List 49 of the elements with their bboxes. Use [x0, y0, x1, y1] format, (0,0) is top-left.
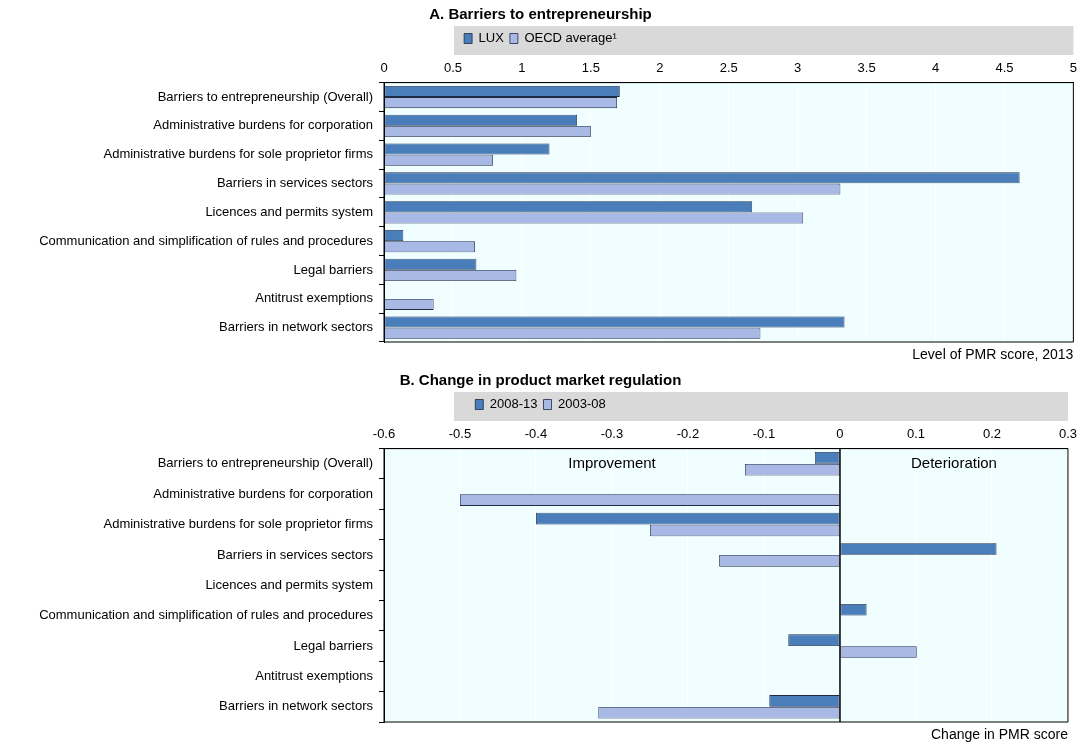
x-tick-label: 4.5 — [995, 60, 1014, 76]
x-tick-label: 3 — [794, 60, 802, 76]
x-tick-label: 0.2 — [982, 426, 1002, 442]
x-axis-title: Level of PMR score, 2013 — [912, 345, 1074, 362]
y-tick-label: Barriers in network sectors — [219, 319, 374, 335]
x-tick-label: 0.5 — [443, 60, 462, 76]
legend-label: 2003-08 — [558, 396, 606, 412]
x-tick-label: 0.1 — [906, 426, 926, 442]
y-tick-label: Administrative burdens for sole proprietor firms — [103, 146, 374, 162]
y-tick-label: Antitrust exemptions — [255, 290, 374, 306]
x-tick-label: -0.5 — [448, 426, 472, 442]
x-tick-label: 1.5 — [581, 60, 600, 76]
x-tick-label: 4 — [931, 60, 940, 76]
x-tick-label: -0.2 — [676, 426, 700, 442]
legend-label: LUX — [478, 30, 505, 46]
y-tick-label: Legal barriers — [293, 261, 374, 277]
annotation: Improvement — [568, 454, 657, 472]
y-tick-label: Licences and permits system — [205, 576, 373, 592]
y-tick-label: Communication and simplification of rules and procedures — [39, 232, 374, 248]
y-tick-label: Administrative burdens for corporation — [153, 485, 373, 501]
legend-label: OECD average¹ — [524, 30, 618, 46]
y-tick-label: Barriers in services sectors — [216, 546, 374, 562]
x-tick-label: 1 — [518, 60, 526, 76]
x-tick-label: 3.5 — [857, 60, 876, 76]
y-tick-label: Barriers to entrepreneurship (Overall) — [157, 88, 373, 104]
x-tick-label: 2.5 — [719, 60, 738, 76]
y-tick-label: Licences and permits system — [205, 203, 373, 219]
chart-title: B. Change in product market regulation — [399, 371, 682, 389]
y-tick-label: Antitrust exemptions — [255, 668, 374, 684]
y-tick-label: Barriers in network sectors — [219, 698, 374, 714]
x-tick-label: 5 — [1069, 60, 1077, 76]
x-tick-label: 0 — [836, 426, 844, 442]
x-tick-label: -0.6 — [372, 426, 396, 442]
x-tick-label: -0.4 — [524, 426, 548, 442]
y-tick-label: Barriers in services sectors — [216, 175, 374, 191]
x-tick-label: -0.3 — [600, 426, 624, 442]
legend-label: 2008-13 — [489, 396, 538, 412]
x-tick-label: 0.3 — [1058, 426, 1077, 442]
y-tick-label: Communication and simplification of rules and procedures — [39, 607, 374, 623]
annotation: Deterioration — [911, 454, 997, 472]
chart-title: A. Barriers to entrepreneurship — [429, 5, 652, 23]
x-tick-label: -0.1 — [752, 426, 776, 442]
y-tick-label: Administrative burdens for corporation — [153, 117, 373, 133]
x-tick-label: 0 — [380, 60, 388, 76]
x-axis-title: Change in PMR score — [931, 725, 1069, 742]
y-tick-label: Legal barriers — [293, 637, 374, 653]
x-tick-label: 2 — [656, 60, 664, 76]
y-tick-label: Barriers to entrepreneurship (Overall) — [157, 455, 373, 471]
y-tick-label: Administrative burdens for sole proprietor firms — [103, 516, 374, 532]
